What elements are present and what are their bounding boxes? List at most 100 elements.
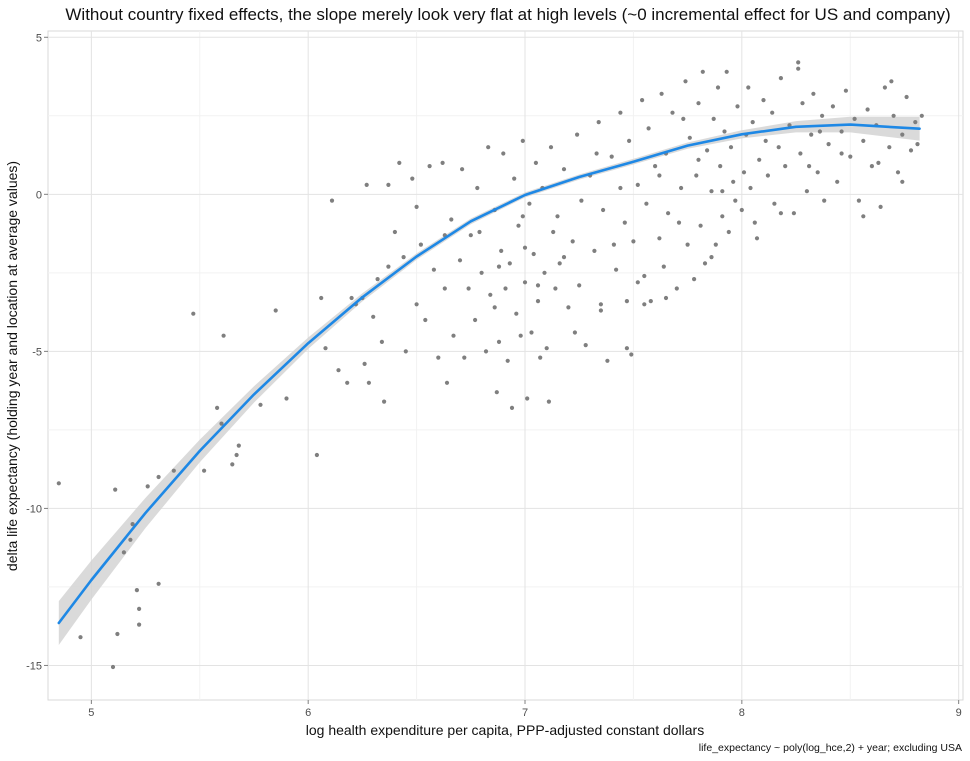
data-point [221,333,226,338]
data-point [336,368,341,373]
x-tick-label: 9 [956,707,962,719]
data-point [822,198,827,203]
data-point [891,113,896,118]
data-point [423,317,428,323]
data-point [698,223,703,228]
data-point [546,399,552,404]
data-point [692,277,697,282]
data-point [121,550,126,555]
data-point [830,104,836,109]
data-point [670,110,675,115]
data-point [230,462,235,467]
data-point [520,214,525,219]
data-point [403,349,408,354]
data-point [583,343,588,348]
data-point [137,606,142,612]
data-point [820,113,825,118]
data-point [900,179,905,184]
data-point [856,198,862,203]
data-point [462,355,467,360]
data-point [696,101,701,106]
data-point [809,132,814,137]
data-point [889,79,894,84]
data-point [757,157,762,162]
x-axis-label: log health expenditure per capita, PPP-a… [306,722,704,738]
data-point [763,138,768,143]
data-point [575,132,580,137]
data-point [382,399,387,404]
data-point [440,160,445,165]
grid [48,31,963,700]
data-point [796,60,801,65]
data-point [473,317,478,323]
data-point [592,248,597,253]
data-point [676,220,682,225]
data-point [110,664,116,670]
data-point [191,311,196,316]
data-point [796,66,801,71]
data-point [401,255,406,260]
data-point [702,261,708,266]
fit-line [57,123,921,625]
scatter-points [56,60,924,670]
data-point [397,160,402,165]
data-point [479,270,484,275]
data-point [657,236,662,241]
data-point [843,88,849,93]
data-point [496,339,502,344]
data-point [375,277,380,282]
data-point [505,358,510,363]
plot-area [47,30,964,701]
data-point [258,402,263,407]
data-point [499,248,504,253]
data-point [601,207,606,213]
data-point [488,292,493,297]
data-point [605,358,610,363]
data-point [622,220,627,225]
data-point [319,295,324,301]
data-point [496,264,502,269]
data-point [514,311,519,316]
data-point [728,145,734,150]
data-point [705,148,710,153]
data-point [529,330,534,335]
data-point [535,299,541,304]
data-point [646,126,651,131]
data-point [609,154,614,159]
data-point [577,283,582,288]
y-tick-label: -15 [26,660,42,672]
data-point [750,120,755,125]
data-point [739,207,744,213]
data-point [115,631,120,637]
y-tick-label: -10 [26,503,42,515]
data-point [772,201,777,206]
data-point [709,255,714,260]
data-point [557,261,562,266]
data-point [611,242,617,247]
data-point [861,138,866,143]
data-point [731,179,736,184]
data-point [915,142,920,147]
data-point [887,145,892,150]
data-point [778,76,784,81]
data-point [572,330,578,335]
data-point [835,179,840,184]
data-point [657,173,662,178]
data-point [791,211,797,216]
data-point [696,157,701,162]
x-tick-label: 6 [305,707,311,719]
data-point [531,251,536,257]
data-point [427,164,432,169]
x-tick-label: 5 [88,707,94,719]
data-point [811,91,816,96]
data-point [839,151,844,156]
data-point [414,204,419,209]
data-point [681,116,686,121]
data-point [733,198,738,203]
data-point [553,286,558,291]
data-point [614,267,619,272]
data-point [700,69,705,74]
data-point [800,101,805,106]
data-point [640,98,645,103]
